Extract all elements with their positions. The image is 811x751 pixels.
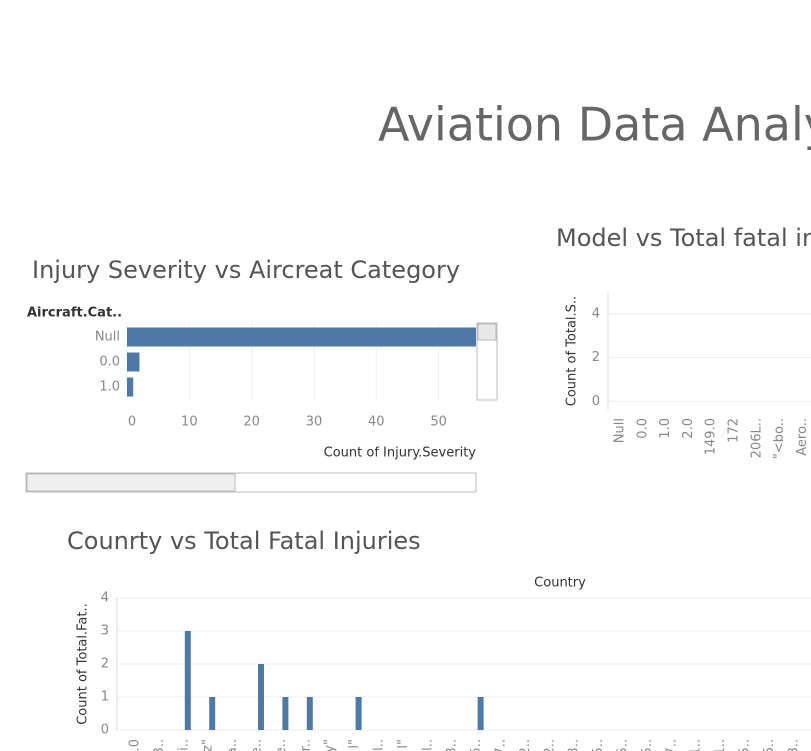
chart-title: Model vs Total fatal in — [556, 224, 811, 252]
category-label: y" — [323, 739, 338, 751]
category-label: 3.. — [152, 739, 167, 751]
category-label: 1.. — [689, 739, 704, 751]
x-tick-label: 30 — [306, 415, 323, 430]
category-label: ..0 — [128, 739, 143, 751]
chart-title: Injury Severity vs Aircreat Category — [32, 256, 460, 284]
category-label: Null — [95, 330, 120, 345]
x-tick-label: 40 — [368, 415, 385, 430]
category-label: Null — [613, 418, 628, 443]
x-tick-label: 0 — [128, 415, 136, 430]
y-tick-label: 3 — [101, 624, 109, 639]
category-label: 3.. — [567, 739, 582, 751]
category-label: 3.. — [445, 739, 460, 751]
category-label: 6.. — [762, 739, 777, 751]
bar — [477, 697, 484, 730]
x-tick-label: 50 — [430, 415, 447, 430]
category-label: l" — [347, 739, 362, 749]
category-label: 7.. — [664, 739, 679, 751]
category-label: l.. — [372, 739, 387, 751]
category-label: "<bo.. — [772, 418, 787, 459]
x-axis-label: Count of Injury.Severity — [324, 446, 477, 461]
y-tick-label: 2 — [101, 657, 109, 672]
category-label: 149.0 — [704, 418, 719, 455]
category-label: a.. — [225, 739, 240, 751]
category-label: e.. — [250, 739, 265, 751]
category-label: 5.. — [591, 739, 606, 751]
v-scrollbar[interactable] — [476, 322, 498, 401]
category-label: 206L.. — [749, 418, 764, 458]
category-label: l" — [396, 739, 411, 749]
x-tick-label: 10 — [181, 415, 198, 430]
bar — [127, 352, 140, 372]
category-label: 5.. — [616, 739, 631, 751]
category-label: 1.. — [713, 739, 728, 751]
category-label: 5.. — [469, 739, 484, 751]
category-label: 7.. — [494, 739, 509, 751]
y-tick-label: 0 — [101, 723, 109, 738]
bar — [282, 697, 289, 730]
bar — [258, 664, 264, 730]
bar — [127, 377, 134, 397]
bar — [355, 697, 362, 730]
category-label: r.. — [298, 739, 313, 751]
bar — [306, 697, 313, 730]
v-scroll-thumb[interactable] — [477, 323, 497, 341]
category-label: 2.. — [518, 739, 533, 751]
dashboard-title: Aviation Data Analy — [378, 98, 811, 152]
y-tick-label: 1 — [101, 690, 109, 705]
y-axis-label: Count of Total.S.. — [565, 296, 580, 406]
category-label: 172 — [727, 418, 742, 443]
category-header: Aircraft.Cat.. — [27, 306, 122, 321]
bar — [127, 327, 476, 347]
category-label: Aero.. — [795, 418, 810, 456]
category-label: 2.0 — [681, 418, 696, 439]
y-tick-label: 4 — [101, 591, 109, 606]
category-label: z" — [201, 739, 216, 751]
category-label: 0.0 — [635, 418, 650, 439]
category-label: 5.. — [738, 739, 753, 751]
category-header: Country — [534, 576, 586, 591]
category-label: 0.0 — [99, 355, 120, 370]
bar — [209, 697, 216, 730]
y-tick-label: 2 — [592, 350, 600, 365]
category-label: 8.. — [786, 739, 801, 751]
category-label: e.. — [274, 739, 289, 751]
x-tick-label: 20 — [243, 415, 260, 430]
y-tick-label: 0 — [592, 394, 600, 409]
category-label: i.. — [176, 739, 191, 751]
bar — [184, 631, 191, 730]
category-label: l.. — [420, 739, 435, 751]
h-scroll-thumb[interactable] — [26, 473, 236, 492]
y-axis-label: Count of Total.Fat.. — [76, 603, 91, 725]
category-label: 5.. — [640, 739, 655, 751]
category-label: 1.0 — [99, 380, 120, 395]
category-label: 2.. — [542, 739, 557, 751]
chart-title: Counrty vs Total Fatal Injuries — [67, 527, 421, 555]
category-label: 1.0 — [658, 418, 673, 439]
y-tick-label: 4 — [592, 306, 600, 321]
